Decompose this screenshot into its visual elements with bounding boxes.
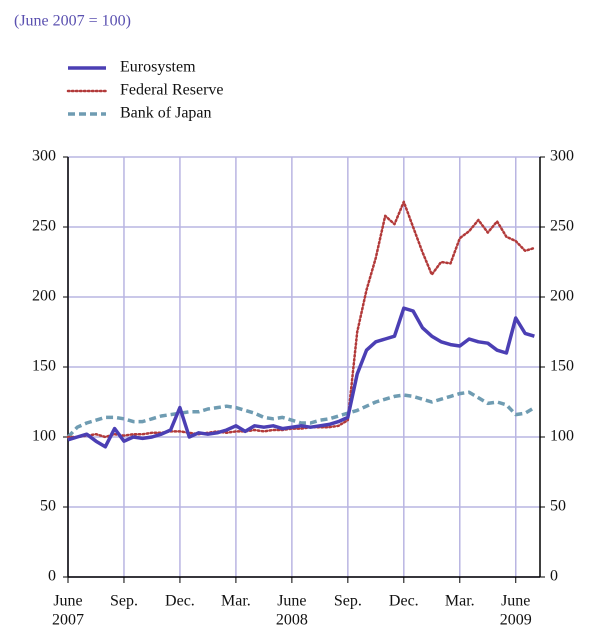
y2-tick-label: 200: [550, 288, 574, 305]
y2-tick-label: 0: [550, 568, 558, 585]
x-tick-label: Sep.: [334, 593, 362, 610]
y-tick-label: 100: [32, 428, 56, 445]
x-year-label: 2009: [500, 612, 532, 629]
series-line: [66, 200, 536, 439]
legend-label: Eurosystem: [120, 59, 196, 76]
x-tick-label: Mar.: [445, 593, 475, 610]
x-tick-label: Sep.: [110, 593, 138, 610]
chart-subtitle: (June 2007 = 100): [14, 13, 131, 30]
legend-label: Federal Reserve: [120, 82, 224, 99]
y-tick-label: 0: [48, 568, 56, 585]
x-tick-label: June: [277, 593, 306, 610]
y2-tick-label: 300: [550, 148, 574, 165]
legend-label: Bank of Japan: [120, 105, 212, 122]
x-year-label: 2008: [276, 612, 308, 629]
x-tick-label: June: [501, 593, 530, 610]
x-tick-label: Dec.: [165, 593, 195, 610]
y-tick-label: 50: [40, 498, 56, 515]
x-tick-label: Mar.: [221, 593, 251, 610]
y2-tick-label: 150: [550, 358, 574, 375]
x-tick-label: June: [53, 593, 82, 610]
series-line: [66, 390, 536, 439]
y2-tick-label: 250: [550, 218, 574, 235]
y2-tick-label: 100: [550, 428, 574, 445]
x-year-label: 2007: [52, 612, 84, 629]
y-tick-label: 300: [32, 148, 56, 165]
y-tick-label: 200: [32, 288, 56, 305]
y-tick-label: 150: [32, 358, 56, 375]
series-line: [67, 306, 535, 449]
y2-tick-label: 50: [550, 498, 566, 515]
y-tick-label: 250: [32, 218, 56, 235]
x-tick-label: Dec.: [389, 593, 419, 610]
